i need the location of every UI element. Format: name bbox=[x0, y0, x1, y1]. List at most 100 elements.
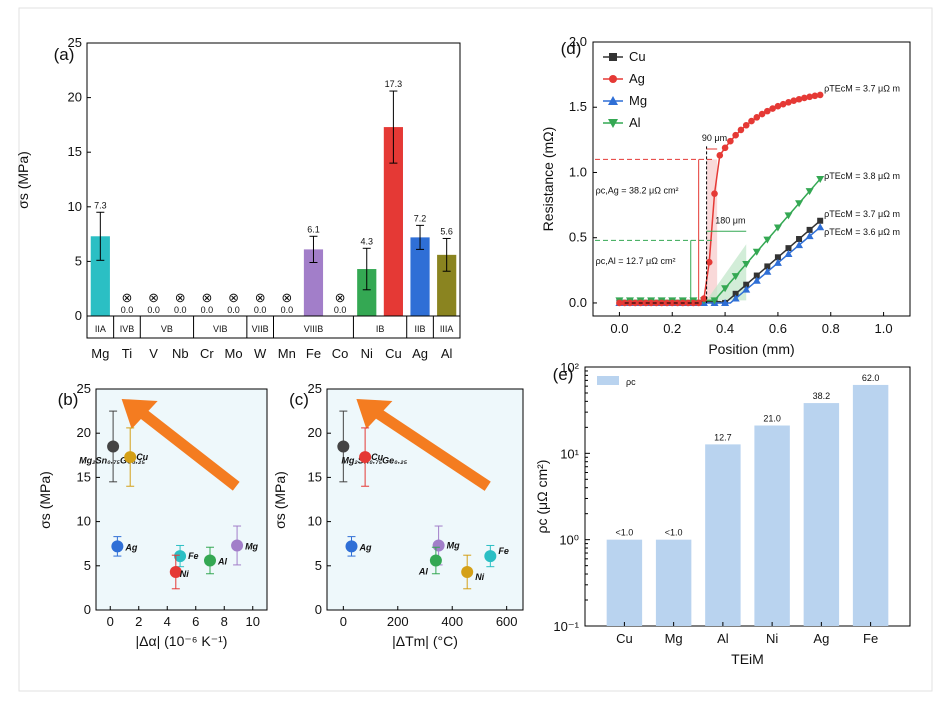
panel-c-point-5 bbox=[461, 565, 474, 578]
panel-c-point-4 bbox=[429, 554, 442, 567]
panel-b-ytick-label: 25 bbox=[77, 381, 91, 396]
panel-d-marker-ag bbox=[748, 117, 755, 125]
panel-c-point-label: Fe bbox=[498, 546, 509, 556]
panel-c-point-1 bbox=[359, 451, 372, 464]
panel-d-marker-cu bbox=[817, 217, 824, 224]
panel-a-bar-Fe bbox=[303, 249, 324, 316]
panel-b-point-label: Fe bbox=[188, 551, 199, 561]
panel-d-marker-cu bbox=[764, 263, 771, 270]
panel-a-bar-Al bbox=[437, 254, 457, 316]
panel-c-ytick-label: 10 bbox=[308, 514, 322, 529]
panel-d-marker-al bbox=[795, 200, 804, 208]
panel-c-point-6 bbox=[484, 550, 497, 563]
panel-c-point-label: Mg bbox=[447, 540, 460, 550]
panel-e-value-label: 12.7 bbox=[714, 432, 732, 442]
panel-c-xtick-label: 0 bbox=[340, 614, 347, 629]
panel-c-point-3 bbox=[432, 539, 445, 552]
panel-b-point-label: Mg₂Sn₀.₇₅Ge₀.₂₅ bbox=[79, 455, 145, 465]
panel-c-trend-arrow-shaft bbox=[371, 406, 491, 491]
panel-b-xtick-label: 4 bbox=[164, 614, 171, 629]
panel-a-group-label: IIB bbox=[415, 324, 426, 334]
panel-b-point-5 bbox=[204, 554, 216, 567]
panel-d-marker-ag bbox=[732, 131, 739, 139]
panel-a-xtick-label: Mo bbox=[225, 346, 243, 361]
panel-c-ytick-label: 25 bbox=[308, 381, 322, 396]
panel-a-failed-marker: ⊗ bbox=[148, 290, 159, 305]
panel-e-log-bar-chart: (e) 10⁻¹ 10⁰ 10¹ 10² ρc (μΩ cm²) <1.0 Cu <1.0 Mg 1… bbox=[534, 360, 911, 667]
panel-c-trend-arrow-head bbox=[356, 399, 393, 429]
panel-b-point-label: Ag bbox=[124, 542, 137, 552]
panel-a-value-label: 4.3 bbox=[360, 236, 373, 246]
panel-e-value-label: 21.0 bbox=[763, 414, 781, 424]
panel-d-marker-ag bbox=[626, 299, 634, 307]
panel-e-value-label: 62.0 bbox=[862, 373, 880, 383]
panel-a-value-label: 7.2 bbox=[414, 213, 427, 223]
panel-a-xtick-label: Ag bbox=[412, 346, 428, 361]
panel-d-marker-cu bbox=[796, 236, 803, 243]
panel-d-ag-rho-label: ρTEcM = 3.7 μΩ m bbox=[824, 84, 900, 94]
panel-e-xtick-label: Ag bbox=[813, 631, 829, 646]
panel-d-marker-mg bbox=[752, 276, 761, 284]
panel-a-xtick-label: Nb bbox=[172, 346, 189, 361]
panel-b-point-0 bbox=[107, 440, 120, 453]
panel-d-legend-marker bbox=[609, 75, 617, 83]
panel-d-marker-mg bbox=[773, 258, 782, 266]
panel-b-xtick-label: 8 bbox=[221, 614, 228, 629]
panel-d-legend-marker bbox=[609, 53, 617, 61]
panel-c-xtick-label: 600 bbox=[496, 614, 518, 629]
panel-d-marker-ag bbox=[690, 299, 697, 307]
panel-d-width-180-label: 180 μm bbox=[715, 215, 745, 225]
panel-a-xtick-label: Ti bbox=[122, 346, 132, 361]
panel-b-xtick-label: 6 bbox=[192, 614, 199, 629]
panel-e-label: (e) bbox=[553, 365, 574, 384]
panel-d-marker-ag bbox=[779, 100, 787, 108]
panel-a-failed-marker: ⊗ bbox=[228, 290, 239, 305]
panel-b-xtick-label: 0 bbox=[107, 614, 114, 629]
panel-e-xtick-label: Fe bbox=[863, 631, 878, 646]
panel-a-xtick-label: V bbox=[149, 346, 158, 361]
panel-b-point-label: Al bbox=[217, 556, 227, 566]
panel-b-trend-arrow-shaft bbox=[136, 406, 240, 491]
panel-d-ytick-label: 1.0 bbox=[569, 164, 587, 179]
panel-a-group-label: VIIB bbox=[252, 324, 269, 334]
panel-b-point-label: Cu bbox=[136, 452, 148, 462]
panel-e-xtick-label: Cu bbox=[616, 631, 633, 646]
panel-c-xtick-label: 200 bbox=[387, 614, 409, 629]
panel-a-xtick-label: Cr bbox=[200, 346, 214, 361]
panel-a-xtick-label: Co bbox=[332, 346, 349, 361]
panel-d-marker-ag bbox=[806, 93, 813, 101]
panel-d-ytick-label: 2.0 bbox=[569, 34, 587, 49]
panel-e-xtick-label: Al bbox=[717, 631, 729, 646]
panel-a-ytick-label: 5 bbox=[75, 253, 82, 268]
panel-d-y-axis-label: Resistance (mΩ) bbox=[540, 127, 556, 232]
panel-a-ytick-label: 10 bbox=[68, 199, 82, 214]
panel-a-label: (a) bbox=[54, 45, 75, 64]
panel-a-value-label: 17.3 bbox=[385, 79, 403, 89]
panel-b-x-axis-label: |Δα| (10⁻⁶ K⁻¹) bbox=[136, 633, 228, 649]
panel-d-cu-rho-label: ρTEcM = 3.7 μΩ m bbox=[824, 209, 900, 219]
panel-d-ag-rc-label: ρc,Ag = 38.2 μΩ cm² bbox=[596, 185, 679, 195]
panel-d-marker-mg bbox=[805, 232, 814, 240]
panel-d-legend-marker bbox=[608, 119, 618, 128]
panel-a-group-label: IVB bbox=[120, 324, 135, 334]
panel-c-ytick-label: 5 bbox=[315, 558, 322, 573]
panel-a-group-label: VB bbox=[161, 324, 173, 334]
panel-a-failed-marker: ⊗ bbox=[281, 290, 292, 305]
panel-a-group-label: IIA bbox=[95, 324, 106, 334]
panel-b-trend-arrow-head bbox=[121, 399, 158, 429]
panel-c-x-axis-label: |ΔTm| (°C) bbox=[392, 633, 458, 649]
panel-d-marker-ag bbox=[801, 94, 808, 102]
panel-a-bar-Ni bbox=[357, 269, 377, 316]
panel-a-failed-marker: ⊗ bbox=[122, 290, 133, 305]
panel-a-group-label: IIIA bbox=[440, 324, 454, 334]
panel-b-ytick-label: 10 bbox=[77, 514, 91, 529]
panel-d-marker-ag bbox=[764, 107, 771, 115]
panel-a-value-label: 5.6 bbox=[440, 226, 453, 236]
panel-d-marker-mg bbox=[731, 294, 740, 302]
panel-b-panel-label: (b) bbox=[58, 390, 79, 409]
panel-d-marker-cu bbox=[806, 226, 813, 233]
panel-d-legend-label: Cu bbox=[629, 49, 646, 64]
panel-a-ytick-label: 25 bbox=[68, 35, 82, 50]
